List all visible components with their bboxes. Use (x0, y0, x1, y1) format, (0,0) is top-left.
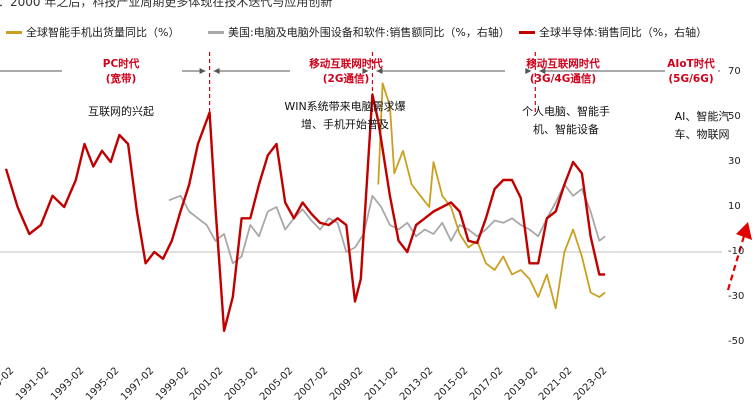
legend-item-us-computer: 美国:电脑及电脑外围设备和软件:销售额同比（%，右轴） (208, 24, 510, 40)
note-aiot: AI、智能汽 车、物联网 (675, 108, 730, 144)
era-annotations (0, 52, 752, 291)
series-semiconductor (4, 93, 606, 332)
era-label-mobile-2g-line2: (2G通信) (322, 73, 370, 85)
note-mobile-2g-line1: WIN系统带来电脑需求爆 (284, 100, 406, 113)
note-mobile-4g-line1: 个人电脑、智能手 (522, 105, 610, 118)
note-pc-line1: 互联网的兴起 (88, 105, 154, 118)
legend-swatch-us-computer (208, 30, 224, 34)
era-label-pc-line1: PC时代 (102, 58, 140, 70)
y-tick-label-minus-50: -50 (728, 336, 745, 347)
note-aiot-line2: 车、物联网 (674, 128, 730, 141)
note-mobile-2g-line2: 增、手机开始普及 (300, 118, 389, 131)
note-aiot-line1: AI、智能汽 (674, 110, 730, 123)
era-label-mobile-4g-line1: 移动互联网时代 (526, 58, 600, 70)
note-mobile-4g-line2: 机、智能设备 (533, 123, 599, 136)
note-pc: 互联网的兴起 (88, 103, 154, 121)
era-label-aiot-line1: AIoT时代 (667, 58, 715, 70)
era-label-aiot: AIoT时代 (5G/6G) (667, 57, 714, 87)
legend-swatch-smartphone (6, 30, 22, 34)
y-tick-label-minus-10: -10 (728, 246, 745, 257)
era-label-pc: PC时代 (宽带) (103, 57, 139, 87)
y-tick-label-50: 50 (728, 111, 741, 122)
series-smartphone (377, 82, 606, 310)
y-tick-label-10: 10 (728, 201, 741, 212)
legend-item-semiconductor: 全球半导体:销售同比（%，右轴） (519, 24, 707, 40)
y-tick-label-minus-30: -30 (728, 291, 745, 302)
y-tick-label-30: 30 (728, 156, 741, 167)
note-mobile-4g: 个人电脑、智能手 机、智能设备 (522, 103, 610, 139)
trend-arrow (726, 235, 746, 291)
series-lines (4, 82, 606, 332)
y-tick-label-70: 70 (728, 66, 741, 77)
legend-item-smartphone: 全球智能手机出货量同比（%） (6, 24, 179, 40)
caption: ：2000 年之后，科技产业周期更多体现在技术迭代与应用创新 (0, 0, 333, 9)
era-span-arrow-4 (539, 68, 720, 74)
legend-label-smartphone: 全球智能手机出货量同比（%） (26, 26, 180, 39)
series-us-computer (168, 183, 606, 265)
legend-label-us-computer: 美国:电脑及电脑外围设备和软件:销售额同比（%，右轴） (228, 26, 510, 39)
era-span-arrow-2 (213, 68, 369, 74)
era-span-arrow-3 (376, 68, 532, 74)
era-label-pc-line2: (宽带) (105, 73, 137, 85)
era-label-mobile-4g: 移动互联网时代 (3G/4G通信) (526, 57, 600, 87)
era-label-mobile-4g-line2: (3G/4G通信) (529, 73, 597, 85)
legend-label-semiconductor: 全球半导体:销售同比（%，右轴） (539, 26, 708, 39)
era-label-mobile-2g: 移动互联网时代 (2G通信) (309, 57, 383, 87)
era-label-mobile-2g-line1: 移动互联网时代 (309, 58, 383, 70)
note-mobile-2g: WIN系统带来电脑需求爆 增、手机开始普及 (284, 98, 405, 134)
era-label-aiot-line2: (5G/6G) (668, 73, 714, 85)
trend-arrow-head (736, 222, 752, 240)
legend-swatch-semiconductor (519, 30, 535, 34)
era-span-arrow-1 (0, 68, 206, 74)
